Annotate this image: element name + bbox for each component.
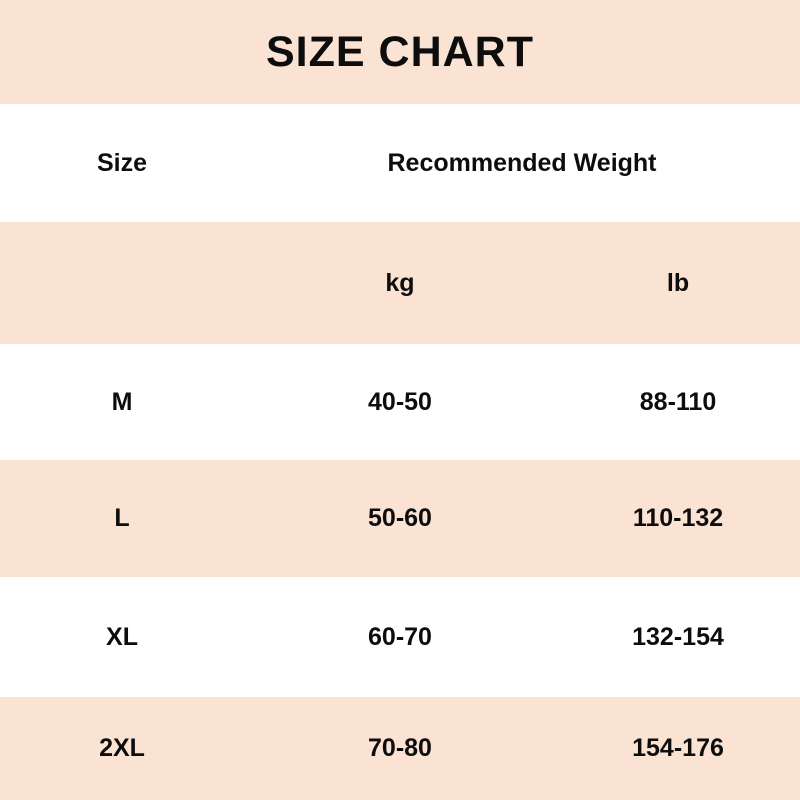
cell-lb: 132-154 [632,622,724,651]
cell-size: M [111,387,133,416]
cell-lb: 110-132 [632,504,724,532]
header-row: Size Recommended Weight [0,104,800,222]
column-header-weight: Recommended Weight [387,148,657,177]
table-row: M 40-50 88-110 [0,344,800,460]
units-row: kg lb [0,222,800,344]
cell-kg: 70-80 [368,734,432,762]
table-row: 2XL 70-80 154-176 [0,697,800,800]
cell-kg: 60-70 [368,622,432,651]
cell-lb: 88-110 [639,387,717,416]
table-row: L 50-60 110-132 [0,460,800,577]
cell-kg: 40-50 [368,387,432,416]
cell-size: XL [106,622,138,651]
cell-size: 2XL [99,734,145,762]
column-header-size: Size [96,148,148,177]
page-title: SIZE CHART [266,27,534,76]
cell-kg: 50-60 [368,504,432,532]
cell-size: L [114,504,130,532]
unit-label-kg: kg [385,268,415,297]
cell-lb: 154-176 [632,734,724,762]
title-band: SIZE CHART [0,0,800,104]
table-row: XL 60-70 132-154 [0,577,800,697]
unit-label-lb: lb [666,268,690,297]
